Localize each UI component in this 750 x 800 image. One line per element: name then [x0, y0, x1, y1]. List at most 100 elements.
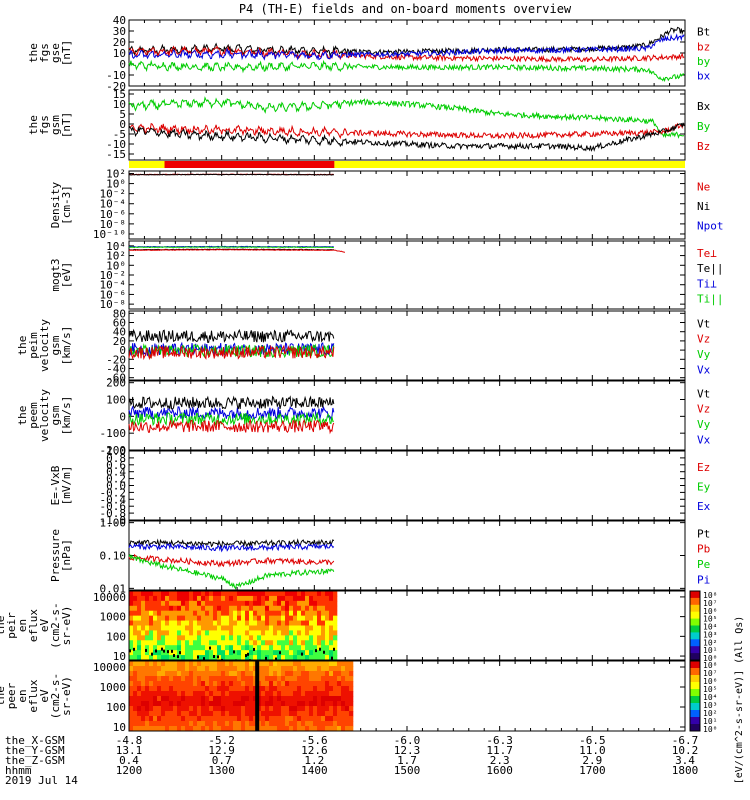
spec-cell-peer_spec	[317, 706, 322, 712]
spec-cell-peer_spec	[337, 676, 342, 682]
spec-cell-peer_spec	[345, 686, 350, 692]
spec-cell-peir_spec	[293, 610, 298, 617]
spec-cell-peir_spec	[289, 630, 294, 636]
spec-cell-peer_spec	[341, 686, 346, 692]
spec-cell-peir_spec	[229, 625, 234, 631]
spec-cell-peir_spec	[233, 650, 238, 656]
spec-cell-peir_spec	[129, 645, 134, 651]
spec-cell-peir_spec	[173, 650, 178, 656]
spec-cell-peir_spec	[333, 655, 338, 661]
panel-ylabel-peer_spec: peer	[5, 682, 18, 709]
spec-cell-peir_spec	[277, 605, 282, 612]
spec-cell-peir_spec	[165, 655, 170, 661]
colorbar-band-1	[690, 696, 700, 704]
panel-frame-density	[128, 170, 686, 240]
spec-cell-peir_spec	[189, 650, 194, 656]
spec-cell-peer_spec	[217, 671, 222, 677]
spec-cell-peir_spec	[213, 595, 218, 602]
spec-cell-peer_spec	[217, 681, 222, 687]
spec-cell-peir_spec	[293, 591, 298, 597]
spec-cell-peer_spec	[181, 696, 186, 702]
panel-ylabel-peem_velocity: gsm	[49, 405, 62, 425]
spec-cell-peer_spec	[237, 701, 242, 707]
spec-cell-peer_spec	[153, 691, 158, 697]
spec-cell-peer_spec	[317, 721, 322, 727]
spec-cell-peir_spec	[153, 620, 158, 626]
spec-cell-peir_spec	[317, 605, 322, 612]
spec-cell-peir_spec	[137, 605, 142, 612]
spec-cell-peer_spec	[309, 711, 314, 717]
spec-cell-peir_spec	[253, 595, 258, 602]
spec-cell-peer_spec	[281, 671, 286, 677]
spec-cell-peir_spec	[169, 610, 174, 617]
spec-cell-peer_spec	[161, 706, 166, 712]
colorbar-band-0	[690, 653, 700, 661]
spec-cell-peir_spec	[205, 625, 210, 631]
spec-cell-peer_spec	[149, 716, 154, 722]
panel-ytick-label-efield: 1.0	[106, 445, 126, 458]
spec-cell-peir_spec	[297, 595, 302, 602]
spec-cell-peir_spec	[277, 640, 282, 646]
spec-cell-peir_spec	[145, 620, 150, 626]
spec-cell-peir_spec	[217, 605, 222, 612]
spec-cell-peir_spec	[301, 615, 306, 622]
spec-cell-peer_spec	[313, 681, 318, 687]
spec-cell-peer_spec	[333, 721, 338, 727]
spec-cell-peir_spec	[221, 610, 226, 617]
spec-cell-peer_spec	[289, 721, 294, 727]
spec-cell-peir_spec	[221, 645, 226, 651]
spec-cell-peer_spec	[225, 726, 230, 732]
spec-cell-peir_spec	[293, 620, 298, 626]
spec-cell-peer_spec	[129, 681, 134, 687]
spec-cell-peer_spec	[245, 696, 250, 702]
spec-cell-peer_spec	[213, 676, 218, 682]
series-fgs_gse-3	[128, 33, 685, 61]
spec-cell-peir_spec	[325, 640, 330, 646]
spec-cell-peir_spec	[157, 605, 162, 612]
spec-cell-peir_spec	[165, 630, 170, 636]
spec-dropout-peir_spec	[129, 649, 131, 653]
spec-cell-peir_spec	[189, 610, 194, 617]
spec-cell-peir_spec	[309, 625, 314, 631]
spec-cell-peer_spec	[129, 676, 134, 682]
spec-cell-peer_spec	[173, 681, 178, 687]
spec-cell-peer_spec	[249, 716, 254, 722]
spec-cell-peir_spec	[173, 625, 178, 631]
spec-cell-peir_spec	[329, 640, 334, 646]
spec-cell-peer_spec	[205, 671, 210, 677]
spec-cell-peer_spec	[349, 681, 354, 687]
time-axis-label: hhmm	[5, 764, 32, 777]
spec-cell-peer_spec	[269, 661, 274, 667]
spec-cell-peer_spec	[165, 681, 170, 687]
spec-cell-peir_spec	[185, 645, 190, 651]
spec-cell-peir_spec	[193, 595, 198, 602]
spec-cell-peer_spec	[141, 661, 146, 667]
spec-cell-peer_spec	[265, 671, 270, 677]
spec-cell-peir_spec	[193, 600, 198, 607]
spec-cell-peer_spec	[309, 666, 314, 672]
spec-cell-peir_spec	[333, 620, 338, 626]
spec-cell-peir_spec	[273, 630, 278, 636]
spec-cell-peer_spec	[293, 691, 298, 697]
spec-cell-peer_spec	[173, 726, 178, 732]
spec-cell-peer_spec	[281, 686, 286, 692]
spec-cell-peir_spec	[197, 635, 202, 641]
spec-cell-peir_spec	[145, 600, 150, 607]
spec-cell-peer_spec	[133, 706, 138, 712]
spec-cell-peer_spec	[345, 661, 350, 667]
spec-cell-peer_spec	[181, 666, 186, 672]
spec-cell-peer_spec	[145, 711, 150, 717]
spec-cell-peir_spec	[297, 655, 302, 661]
panel-ytick-label-peem_velocity: 100	[106, 394, 126, 407]
spec-cell-peer_spec	[217, 711, 222, 717]
spec-cell-peir_spec	[325, 630, 330, 636]
panel-legend-peim_velocity-0: Vt	[697, 317, 710, 330]
spec-cell-peer_spec	[245, 661, 250, 667]
spec-cell-peir_spec	[249, 625, 254, 631]
spec-cell-peir_spec	[241, 605, 246, 612]
ephemeris-value-0-0: -4.8	[116, 734, 143, 747]
spec-cell-peer_spec	[293, 686, 298, 692]
spec-cell-peir_spec	[301, 625, 306, 631]
spec-cell-peer_spec	[209, 711, 214, 717]
spec-cell-peer_spec	[221, 711, 226, 717]
